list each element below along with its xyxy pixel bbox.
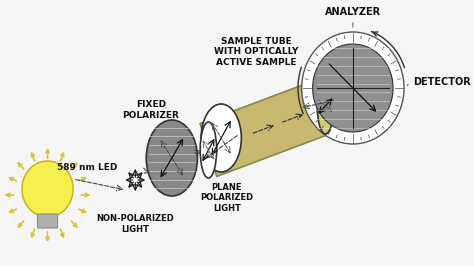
Circle shape [313, 44, 393, 132]
Ellipse shape [317, 78, 334, 134]
Text: PLANE
POLARIZED
LIGHT: PLANE POLARIZED LIGHT [200, 183, 253, 213]
Text: ANALYZER: ANALYZER [325, 7, 381, 17]
Polygon shape [200, 80, 334, 176]
Ellipse shape [146, 120, 198, 196]
Text: SAMPLE TUBE
WITH OPTICALLY
ACTIVE SAMPLE: SAMPLE TUBE WITH OPTICALLY ACTIVE SAMPLE [214, 37, 298, 67]
Ellipse shape [200, 122, 217, 178]
FancyBboxPatch shape [37, 214, 57, 228]
Text: FIXED
POLARIZER: FIXED POLARIZER [122, 100, 179, 120]
Text: 589 nm LED: 589 nm LED [57, 164, 117, 172]
Text: DETECTOR: DETECTOR [413, 77, 471, 87]
Ellipse shape [201, 104, 241, 172]
Circle shape [301, 32, 404, 144]
Circle shape [22, 161, 73, 217]
Text: NON-POLARIZED
LIGHT: NON-POLARIZED LIGHT [96, 214, 174, 234]
